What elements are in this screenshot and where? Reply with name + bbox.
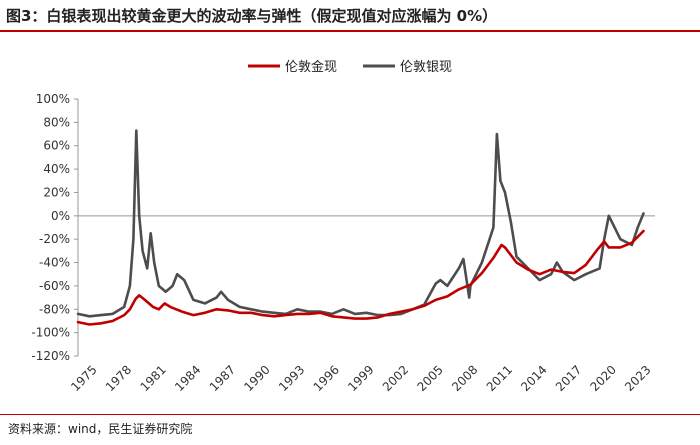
x-tick-label: 2020 <box>588 363 619 394</box>
chart-title: 图3：白银表现出较黄金更大的波动率与弹性（假定现值对应涨幅为 0%） <box>6 7 498 25</box>
x-tick-label: 2017 <box>553 363 584 394</box>
y-tick-label: 60% <box>43 139 70 153</box>
y-tick-label: 20% <box>43 185 70 199</box>
y-tick-label: 100% <box>36 92 70 106</box>
y-tick-label: -20% <box>39 232 70 246</box>
source-note: 资料来源：wind，民生证券研究院 <box>8 422 193 436</box>
legend-label-silver: 伦敦银现 <box>400 59 452 75</box>
y-tick-label: -80% <box>39 302 70 316</box>
footer-divider <box>0 414 700 415</box>
x-tick-label: 1984 <box>172 363 203 394</box>
y-tick-label: 80% <box>43 115 70 129</box>
series-line-gold <box>76 229 645 326</box>
title-divider <box>0 30 700 32</box>
x-tick-label: 1990 <box>241 363 272 394</box>
legend-label-gold: 伦敦金现 <box>285 59 337 75</box>
series-line-silver <box>76 129 645 318</box>
x-tick-label: 1999 <box>345 363 376 394</box>
y-tick-label: -60% <box>39 279 70 293</box>
x-tick-label: 1996 <box>311 363 342 394</box>
x-tick-label: 2005 <box>414 363 445 394</box>
y-tick-label: -120% <box>31 349 70 363</box>
x-tick-label: 2011 <box>484 363 515 394</box>
y-tick-label: 0% <box>51 209 70 223</box>
y-tick-label: -100% <box>31 326 70 340</box>
x-tick-label: 2014 <box>518 363 549 394</box>
x-tick-label: 2023 <box>622 363 653 394</box>
x-tick-label: 1987 <box>207 363 238 394</box>
x-tick-label: 1975 <box>68 363 99 394</box>
plot-series <box>76 129 645 326</box>
legend: 伦敦金现 伦敦银现 <box>248 59 452 75</box>
x-tick-label: 2008 <box>449 363 480 394</box>
y-tick-label: -40% <box>39 256 70 270</box>
x-tick-label: 1993 <box>276 363 307 394</box>
chart: 伦敦金现 伦敦银现 100% 80% 60% 40% 20% 0% -20% -40% -60%… <box>31 59 655 394</box>
x-tick-label: 2002 <box>380 363 411 394</box>
x-tick-label: 1981 <box>137 363 168 394</box>
x-axis: 1975 1978 1981 1984 1987 1990 1993 1996 1999 2002… <box>68 215 655 394</box>
x-tick-label: 1978 <box>103 363 134 394</box>
y-tick-label: 40% <box>43 162 70 176</box>
y-axis: 100% 80% 60% 40% 20% 0% -20% -40% -60% -80% -100% -… <box>31 92 79 363</box>
